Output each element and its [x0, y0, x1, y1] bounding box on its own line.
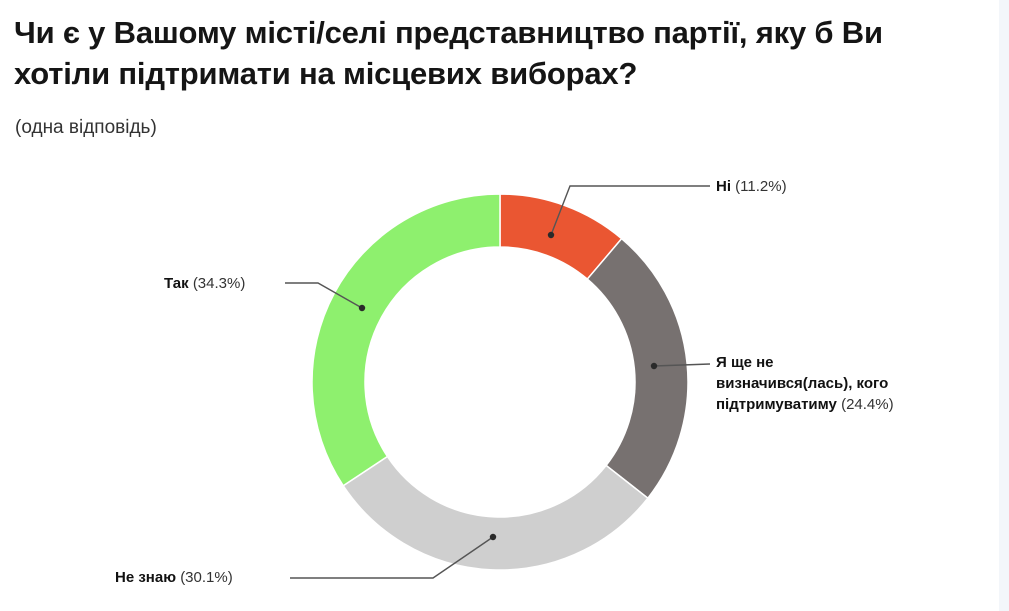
label-yes: Так (34.3%) — [164, 273, 245, 294]
leader-lines — [285, 185, 711, 579]
label-undecided-pct: (24.4%) — [841, 396, 894, 413]
marker-dot-no — [547, 231, 555, 239]
side-panel — [999, 0, 1009, 611]
label-yes-pct: (34.3%) — [192, 275, 246, 292]
label-undecided-line3: підтримуватиму — [716, 396, 837, 413]
chart-title: Чи є у Вашому місті/селі представництво … — [14, 15, 883, 91]
slice-yes — [311, 193, 501, 487]
marker-dot-yes — [358, 304, 366, 312]
label-no-pct: (11.2%) — [735, 178, 787, 195]
label-dont-know-pct: (30.1%) — [180, 569, 233, 586]
leader-line-no — [550, 185, 710, 236]
chart-subtitle: (одна відповідь) — [15, 117, 157, 138]
donut-slices — [311, 193, 689, 571]
leader-line-dont-know — [290, 536, 494, 579]
marker-dot-undecided — [650, 362, 658, 370]
label-no-name: Ні — [716, 178, 731, 195]
leader-line-yes — [285, 282, 363, 309]
slice-undecided — [586, 237, 689, 500]
label-undecided-line1: Я ще не — [716, 354, 774, 371]
label-dont-know: Не знаю (30.1%) — [115, 567, 233, 588]
label-undecided-line2: визначився(лась), кого — [716, 375, 889, 392]
label-yes-name: Так — [164, 275, 189, 292]
label-no: Ні (11.2%) — [716, 176, 787, 197]
label-dont-know-name: Не знаю — [115, 569, 177, 586]
label-undecided: Я ще не визначився(лась), кого підтримув… — [716, 352, 894, 415]
slice-dont-know — [342, 455, 649, 571]
leader-line-undecided — [653, 363, 711, 367]
marker-dot-dont-know — [489, 533, 497, 541]
